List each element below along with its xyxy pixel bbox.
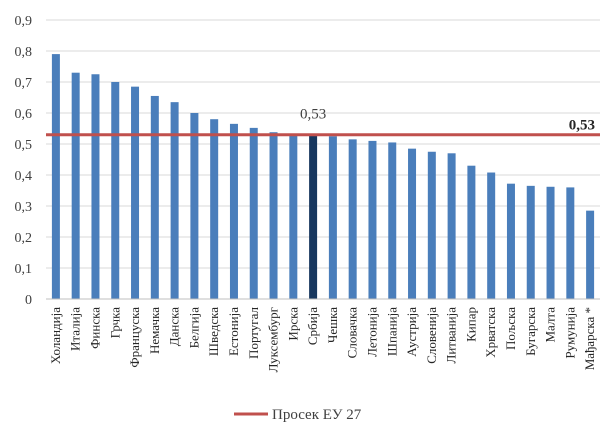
bar-15	[348, 139, 357, 299]
bar-25	[546, 186, 555, 299]
y-tick-label: 0,2	[15, 231, 33, 246]
bar-0	[51, 54, 60, 299]
y-tick-label: 0,1	[15, 262, 33, 277]
bar-20	[447, 153, 456, 299]
bar-21	[467, 165, 476, 299]
x-tick-label: Литванија	[444, 307, 459, 364]
x-tick-label: Португал	[246, 306, 261, 358]
x-tick-label: Ирска	[285, 307, 300, 341]
bar-24	[526, 185, 535, 299]
x-tick-label: Данска	[167, 307, 182, 346]
y-tick-label: 0,5	[15, 138, 33, 153]
grid-lines	[46, 19, 600, 269]
bar-27	[586, 210, 595, 299]
x-tick-label: Мађарска *	[582, 307, 597, 370]
bar-16	[368, 140, 377, 299]
y-tick-label: 0,9	[15, 14, 33, 29]
y-tick-label: 0,6	[15, 107, 33, 122]
legend: Просек ЕУ 27	[234, 407, 362, 423]
x-tick-label: Летонија	[364, 307, 379, 357]
x-tick-label: Чешка	[325, 307, 340, 343]
bar-22	[487, 172, 496, 299]
y-tick-label: 0,7	[15, 76, 33, 91]
bar-8	[210, 119, 219, 299]
x-tick-label: Белгија	[186, 307, 201, 349]
bars	[51, 54, 595, 300]
x-tick-label: Холандија	[48, 307, 63, 364]
x-tick-label: Словенија	[424, 307, 439, 364]
x-tick-label: Малта	[543, 307, 558, 343]
y-tick-label: 0,8	[15, 45, 33, 60]
bar-4	[131, 86, 140, 300]
bar-23	[506, 183, 515, 299]
x-tick-label: Француска	[127, 307, 142, 368]
x-tick-label: Италија	[68, 307, 83, 351]
x-tick-label: Хрватска	[483, 307, 498, 358]
bar-26	[566, 187, 575, 299]
x-tick-label: Кипар	[463, 307, 478, 342]
bar-9	[229, 123, 238, 299]
x-tick-label: Шведска	[206, 307, 221, 356]
bar-7	[190, 113, 199, 299]
x-tick-label: Луксембург	[266, 307, 281, 372]
x-tick-label: Грчка	[107, 307, 122, 339]
bar-11	[269, 132, 278, 299]
x-tick-label: Естонија	[226, 307, 241, 356]
x-tick-label: Словачка	[345, 307, 360, 359]
bar-1	[71, 72, 80, 299]
x-tick-label: Србија	[305, 307, 320, 345]
x-tick-label: Аустрија	[404, 307, 419, 357]
x-tick-label: Шпанија	[384, 307, 399, 356]
x-tick-label: Румунија	[562, 307, 577, 359]
bar-17	[388, 142, 397, 299]
y-tick-label: 0,4	[15, 169, 33, 184]
y-axis-ticks: 0 0,1 0,2 0,3 0,4 0,5 0,6 0,7 0,8 0,9	[15, 14, 33, 308]
bar-5	[150, 95, 159, 299]
bar-19	[427, 151, 436, 299]
bar-10	[249, 127, 258, 299]
y-tick-label: 0,3	[15, 200, 33, 215]
eu-average-value-label: 0,53	[569, 118, 595, 134]
bar-3	[111, 82, 120, 299]
bar-highlight-13	[309, 134, 318, 299]
x-tick-label: Пољска	[503, 307, 518, 350]
bar-12	[289, 134, 298, 299]
bar-18	[408, 148, 417, 299]
bar-6	[170, 102, 179, 300]
serbia-value-label: 0,53	[300, 107, 326, 123]
y-tick-label: 0	[25, 293, 32, 308]
legend-label-eu-average: Просек ЕУ 27	[272, 407, 362, 423]
x-axis-category-labels: Холандија Италија Финска Грчка Француска Нема…	[48, 306, 597, 372]
x-tick-label: Бугарска	[523, 307, 538, 356]
bar-2	[91, 74, 100, 299]
bar-14	[328, 136, 337, 299]
x-tick-label: Немачка	[147, 307, 162, 354]
x-tick-label: Финска	[87, 307, 102, 349]
